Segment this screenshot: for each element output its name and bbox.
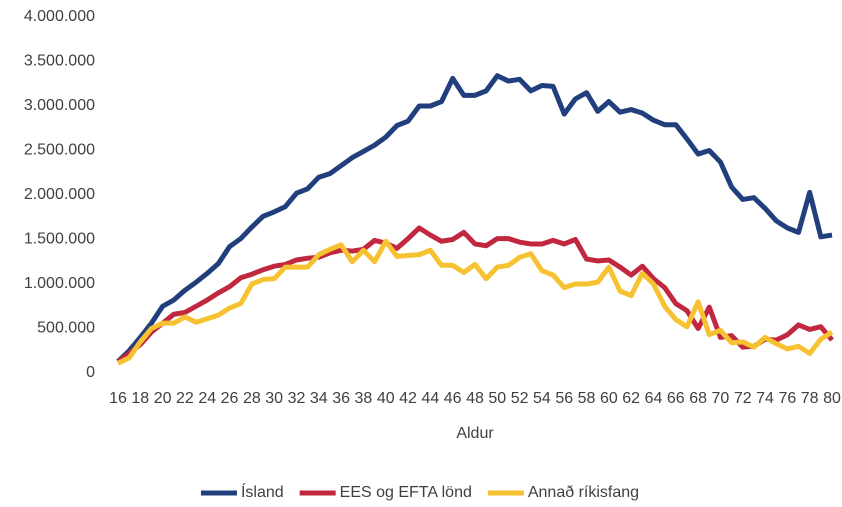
x-tick-label: 20: [154, 390, 172, 407]
y-tick-label: 0: [86, 364, 95, 381]
legend-label: Annað ríkisfang: [528, 484, 639, 501]
series-line: [116, 238, 834, 366]
x-tick-label: 76: [778, 390, 796, 407]
x-tick-label: 78: [801, 390, 819, 407]
y-tick-label: 2.500.000: [24, 142, 95, 159]
x-tick-label: 68: [689, 390, 707, 407]
x-tick-label: 16: [109, 390, 127, 407]
x-tick-label: 62: [622, 390, 640, 407]
x-tick-label: 60: [600, 390, 618, 407]
x-tick-label: 42: [399, 390, 417, 407]
x-tick-label: 72: [734, 390, 752, 407]
x-tick-label: 40: [377, 390, 395, 407]
y-tick-label: 4.000.000: [24, 8, 95, 25]
x-tick-label: 66: [667, 390, 685, 407]
x-tick-label: 56: [555, 390, 573, 407]
x-tick-label: 58: [578, 390, 596, 407]
x-tick-label: 48: [466, 390, 484, 407]
x-tick-label: 52: [511, 390, 529, 407]
x-tick-label: 64: [645, 390, 663, 407]
x-tick-label: 50: [488, 390, 506, 407]
y-tick-label: 500.000: [37, 320, 95, 337]
series-line: [116, 225, 834, 364]
x-tick-label: 18: [131, 390, 149, 407]
y-tick-label: 1.000.000: [24, 275, 95, 292]
x-tick-label: 30: [265, 390, 283, 407]
x-axis-title: Aldur: [456, 425, 494, 442]
x-tick-label: 80: [823, 390, 841, 407]
x-tick-label: 46: [444, 390, 462, 407]
y-tick-label: 3.000.000: [24, 97, 95, 114]
x-tick-label: 44: [421, 390, 439, 407]
x-tick-label: 28: [243, 390, 261, 407]
x-tick-label: 22: [176, 390, 194, 407]
x-tick-label: 24: [198, 390, 216, 407]
legend-label: Ísland: [241, 482, 284, 501]
x-tick-label: 74: [756, 390, 774, 407]
series-line: [116, 73, 833, 364]
x-tick-label: 36: [332, 390, 350, 407]
y-tick-label: 2.000.000: [24, 186, 95, 203]
x-tick-label: 70: [712, 390, 730, 407]
x-tick-label: 26: [221, 390, 239, 407]
y-tick-label: 3.500.000: [24, 53, 95, 70]
x-tick-label: 32: [288, 390, 306, 407]
legend-label: EES og EFTA lönd: [340, 484, 472, 501]
x-tick-label: 38: [355, 390, 373, 407]
x-tick-label: 54: [533, 390, 551, 407]
y-tick-label: 1.500.000: [24, 231, 95, 248]
x-tick-label: 34: [310, 390, 328, 407]
